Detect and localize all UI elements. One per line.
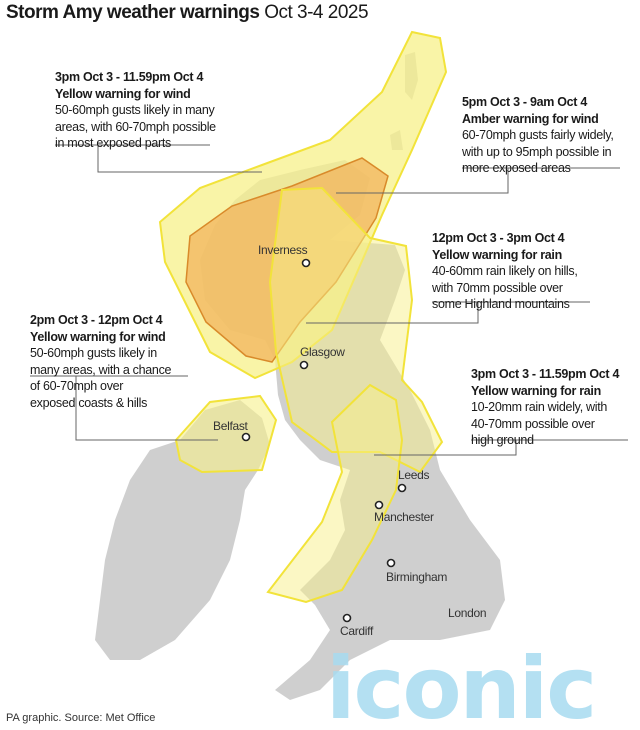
warning-yellow-wind-ni: 2pm Oct 3 - 12pm Oct 4 Yellow warning fo… (30, 312, 172, 411)
warning-time: 3pm Oct 3 - 11.59pm Oct 4 (55, 70, 204, 84)
warning-amber-wind: 5pm Oct 3 - 9am Oct 4 Amber warning for … (462, 94, 614, 177)
warning-description: 60-70mph gusts fairly widely, with up to… (462, 128, 614, 175)
warning-description: 50-60mph gusts likely in many areas, wit… (30, 346, 172, 410)
warning-type: Yellow warning for rain (471, 383, 601, 398)
yellow-wind-ni-area (174, 394, 278, 474)
city-label-cardiff: Cardiff (340, 624, 374, 638)
warning-description: 40-60mm rain likely on hills, with 70mm … (432, 264, 578, 311)
city-label-manchester: Manchester (374, 510, 434, 524)
birmingham-dot (386, 558, 396, 568)
warning-description: 50-60mph gusts likely in many areas, wit… (55, 103, 216, 150)
warning-type: Yellow warning for wind (30, 329, 166, 344)
city-label-birmingham: Birmingham (386, 570, 448, 584)
manchester-dot (374, 500, 384, 510)
yellow-rain-england-area (266, 383, 404, 604)
warning-description: 10-20mm rain widely, with 40-70mm possib… (471, 400, 608, 447)
inverness-dot (301, 258, 311, 268)
warning-yellow-wind-north: 3pm Oct 3 - 11.59pm Oct 4 Yellow warning… (55, 69, 216, 152)
warning-type: Yellow warning for rain (432, 247, 562, 262)
leader-lines (30, 144, 628, 456)
warning-time: 3pm Oct 3 - 11.59pm Oct 4 (471, 367, 620, 381)
city-dots (241, 258, 407, 623)
title-date: Oct 3-4 2025 (264, 2, 369, 23)
leeds-dot (397, 483, 407, 493)
glasgow-dot (299, 360, 309, 370)
cardiff-dot (342, 613, 352, 623)
warning-type: Amber warning for wind (462, 111, 599, 126)
city-label-glasgow: Glasgow (300, 345, 345, 359)
warning-yellow-rain-scotland: 12pm Oct 3 - 3pm Oct 4 Yellow warning fo… (432, 230, 578, 313)
city-label-london: London (448, 606, 487, 620)
city-label-inverness: Inverness (258, 243, 308, 257)
warning-time: 5pm Oct 3 - 9am Oct 4 (462, 95, 587, 109)
map-title: Storm Amy weather warnings Oct 3-4 2025 (6, 2, 369, 24)
iconic-watermark-logo: iconic (326, 639, 597, 730)
title-bold: Storm Amy weather warnings (6, 2, 260, 23)
city-label-leeds: Leeds (398, 468, 430, 482)
city-label-belfast: Belfast (213, 419, 248, 433)
warning-time: 2pm Oct 3 - 12pm Oct 4 (30, 313, 163, 327)
warning-type: Yellow warning for wind (55, 86, 191, 101)
yellow-rain-scotland-area (268, 186, 444, 474)
warning-yellow-rain-england: 3pm Oct 3 - 11.59pm Oct 4 Yellow warning… (471, 366, 619, 449)
warning-time: 12pm Oct 3 - 3pm Oct 4 (432, 231, 565, 245)
belfast-dot (241, 432, 251, 442)
source-credit: PA graphic. Source: Met Office (6, 712, 156, 724)
